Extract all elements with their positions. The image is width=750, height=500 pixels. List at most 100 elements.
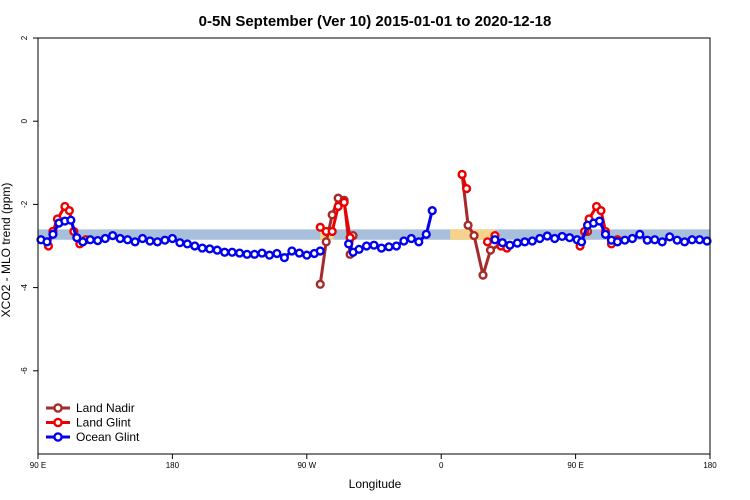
y-tick-label: -4 (20, 283, 29, 291)
ocean-glint-point (627, 233, 637, 244)
ocean-glint-point (421, 229, 431, 239)
legend-ocean-glint-marker (53, 432, 63, 442)
ocean-glint-point (369, 240, 379, 250)
land-nadir-point (321, 237, 331, 247)
land-glint-point (64, 206, 74, 216)
land-glint-point (457, 169, 467, 180)
chart-title: 0-5N September (Ver 10) 2015-01-01 to 20… (199, 13, 552, 30)
ocean-glint-point (565, 233, 575, 243)
ocean-glint-point (490, 235, 500, 245)
ocean-glint-point (227, 247, 237, 257)
ocean-glint-point (220, 247, 230, 257)
ocean-glint-point (85, 235, 95, 245)
x-axis-label: Longitude (349, 477, 402, 491)
ocean-glint-point (72, 233, 82, 243)
ocean-glint-point (272, 248, 282, 259)
y-tick-label: 2 (20, 35, 29, 40)
ocean-glint-point (190, 241, 200, 251)
ocean-glint-point (650, 235, 660, 245)
ocean-glint-point (205, 244, 215, 254)
legend-land-nadir-marker (53, 403, 63, 413)
ocean-glint-point (122, 235, 133, 245)
ocean-glint-point (242, 249, 252, 259)
ocean-glint-point (145, 236, 155, 246)
ocean-glint-point (620, 235, 630, 245)
ocean-glint-point (344, 239, 354, 249)
ocean-glint-point (535, 233, 545, 244)
ocean-glint-point (600, 229, 611, 239)
ocean-glint-point (635, 229, 645, 239)
ocean-glint-point (108, 231, 118, 241)
land-glint-point (327, 226, 337, 237)
ocean-glint-point (391, 241, 402, 251)
ocean-glint-point (235, 248, 245, 258)
land-nadir-point (463, 220, 473, 230)
legend-land-glint-marker (53, 417, 63, 428)
ocean-glint-point (497, 238, 508, 248)
ocean-glint-point (576, 237, 587, 247)
ocean-glint-point (406, 233, 416, 244)
ocean-glint-point (315, 246, 325, 256)
land-nadir-point (315, 279, 325, 289)
x-tick-label: 90 E (567, 461, 583, 470)
ocean-glint-point (167, 233, 178, 244)
ocean-glint-point (657, 237, 667, 247)
ocean-glint-point (279, 253, 290, 263)
ocean-glint-point (42, 237, 52, 247)
ocean-glint-point (197, 243, 207, 253)
x-tick-label: 180 (703, 461, 717, 470)
ocean-glint-point (512, 238, 522, 248)
ocean-glint-point (287, 246, 297, 256)
ocean-glint-point (612, 237, 623, 247)
land-glint-point (315, 222, 325, 232)
ocean-glint-point (152, 237, 163, 247)
y-tick-label: -2 (20, 200, 29, 208)
ocean-glint-point (505, 240, 515, 250)
land-glint-point (596, 206, 606, 216)
ocean-glint-point (384, 242, 394, 252)
ocean-glint-point (642, 235, 652, 245)
ocean-glint-point (175, 238, 185, 248)
y-tick-label: 0 (20, 118, 29, 123)
x-tick-label: 180 (166, 461, 180, 470)
ocean-glint-point (427, 206, 437, 216)
x-tick-label: 0 (439, 461, 444, 470)
land-glint-point (461, 183, 472, 194)
ocean-glint-point (665, 232, 675, 242)
land-glint-point (339, 197, 349, 207)
ocean-glint-point (550, 233, 560, 244)
ocean-glint-point (257, 248, 267, 258)
ocean-glint-point (542, 231, 552, 241)
land-nadir-point (478, 270, 488, 280)
ocean-glint-point (376, 243, 387, 253)
legend-land-glint-label: Land Glint (76, 416, 131, 430)
ocean-glint-point (354, 244, 364, 254)
y-axis-label: XCO2 - MLO trend (ppm) (0, 183, 13, 318)
ocean-glint-point (78, 237, 88, 247)
ocean-glint-point (48, 229, 58, 239)
ocean-glint-point (160, 235, 170, 245)
ocean-glint-point (294, 248, 304, 258)
ocean-glint-point (527, 236, 537, 246)
ocean-glint-point (264, 250, 275, 260)
legend-ocean-glint-label: Ocean Glint (76, 430, 140, 444)
ocean-glint-point (130, 237, 140, 247)
plot-frame (37, 37, 711, 455)
ocean-glint-point (182, 239, 192, 249)
ocean-glint-point (115, 233, 125, 244)
ocean-glint-point (687, 235, 697, 245)
ocean-glint-point (93, 235, 103, 246)
plot-area: 90 E 180 90 W 0 90 E 180 2 0 -2 -4 -6 (20, 35, 717, 470)
ocean-glint-point (249, 249, 260, 259)
ocean-glint-point (399, 236, 409, 246)
ocean-glint-point (302, 250, 312, 260)
ocean-glint-point (694, 235, 705, 245)
land-nadir-point (485, 245, 496, 255)
ocean-glint-point (702, 236, 712, 246)
ocean-glint-point (66, 215, 76, 225)
y-tick-label: -6 (20, 367, 29, 375)
land-nadir-point (469, 231, 479, 241)
ocean-glint-point (100, 233, 110, 244)
